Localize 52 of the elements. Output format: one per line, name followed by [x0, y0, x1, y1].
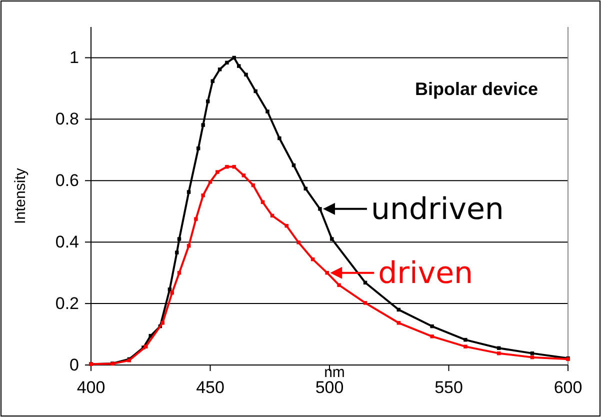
legend-label: undriven — [370, 192, 504, 227]
y-tick-label: 0.4 — [55, 232, 79, 252]
point — [186, 190, 191, 194]
x-axis-title: nm — [324, 364, 345, 381]
y-tick-label: 1 — [70, 48, 79, 68]
y-tick-label: 0.6 — [55, 171, 79, 190]
point — [278, 136, 282, 140]
point — [210, 79, 215, 83]
point — [194, 217, 198, 221]
point — [218, 68, 222, 72]
point — [325, 270, 329, 275]
annotation: Bipolar device — [414, 79, 538, 99]
point — [284, 224, 288, 228]
point — [170, 290, 174, 295]
point — [464, 344, 468, 348]
point — [396, 321, 401, 325]
x-tick-label: 400 — [76, 378, 106, 397]
point — [266, 110, 270, 114]
y-tick-label: 0.8 — [55, 110, 79, 129]
x-tick-label: 500 — [315, 378, 344, 397]
y-tick-label: 0.2 — [55, 294, 79, 314]
x-tick-label: 600 — [554, 378, 582, 397]
point — [296, 240, 300, 244]
point — [174, 250, 179, 254]
x-tick-label: 450 — [196, 378, 224, 397]
point — [496, 346, 501, 350]
point — [254, 89, 258, 94]
point — [144, 344, 148, 348]
x-tick-label: 550 — [434, 378, 463, 397]
point — [232, 164, 236, 169]
point — [177, 237, 182, 241]
point — [330, 237, 334, 241]
point — [363, 301, 368, 305]
point — [225, 164, 229, 169]
y-axis-title: Intensity — [12, 168, 29, 224]
point — [464, 338, 468, 342]
point — [232, 56, 236, 60]
point — [237, 64, 241, 68]
point — [242, 174, 246, 178]
point — [216, 170, 220, 174]
point — [225, 60, 229, 65]
y-tick-label: 0 — [70, 356, 79, 374]
point — [168, 288, 172, 292]
legend-label: driven — [378, 256, 474, 291]
point — [201, 194, 205, 198]
point — [337, 283, 341, 287]
point — [318, 207, 322, 211]
point — [160, 321, 164, 325]
point — [201, 123, 205, 127]
point — [244, 72, 248, 76]
point — [430, 324, 434, 328]
point — [430, 334, 434, 338]
